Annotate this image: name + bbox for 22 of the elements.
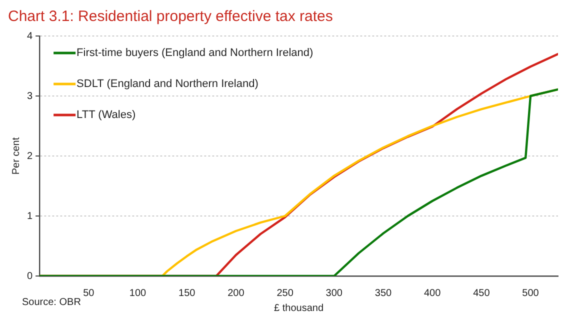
- x-tick-label: 100: [129, 288, 147, 299]
- y-tick-label: 4: [27, 30, 33, 42]
- x-tick-label: 400: [424, 288, 442, 299]
- y-tick-label: 0: [27, 270, 33, 282]
- x-tick-label: 300: [326, 288, 343, 299]
- source-note: Source: OBR: [22, 297, 81, 308]
- x-tick-label: 250: [276, 288, 294, 299]
- legend-label: LTT (Wales): [76, 109, 136, 122]
- x-tick-label: 350: [374, 288, 392, 299]
- chart-title: Chart 3.1: Residential property effective tax rates: [8, 8, 333, 26]
- x-tick-label: 200: [228, 288, 245, 299]
- x-tick-label: 500: [522, 288, 540, 299]
- x-tick-label: 50: [83, 288, 95, 299]
- legend-label: First-time buyers (England and Northern Ireland): [76, 47, 314, 60]
- y-tick-label: 2: [27, 150, 33, 162]
- x-axis-title: £ thousand: [274, 302, 324, 314]
- y-axis-title: Per cent: [10, 137, 22, 175]
- y-tick-label: 3: [27, 90, 33, 102]
- x-tick-label: 150: [178, 288, 196, 299]
- y-tick-label: 1: [27, 210, 33, 222]
- legend-label: SDLT (England and Northern Ireland): [76, 78, 258, 90]
- x-tick-label: 450: [473, 288, 490, 299]
